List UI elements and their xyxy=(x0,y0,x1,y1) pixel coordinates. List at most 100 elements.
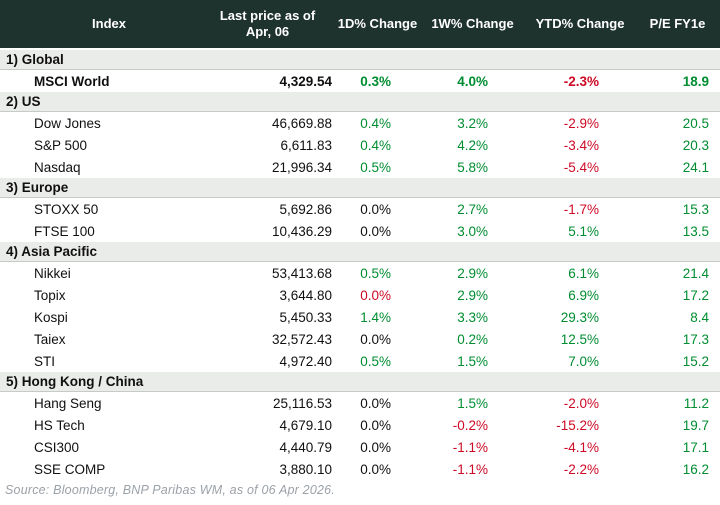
index-name-cell: FTSE 100 xyxy=(34,223,95,239)
table-row: FTSE 100 10,436.29 0.0% 3.0% 5.1% 13.5 xyxy=(0,220,720,242)
1d-change-cell: 0.4% xyxy=(360,115,391,131)
1w-change-cell: 4.0% xyxy=(457,73,488,89)
1d-change-cell: 0.0% xyxy=(360,287,391,303)
section-row: 2) US xyxy=(0,92,720,112)
col-header-pe-fy1e: P/E FY1e xyxy=(649,16,706,32)
index-name-cell: Nasdaq xyxy=(34,159,81,175)
index-name-cell: MSCI World xyxy=(34,73,110,89)
pe-fy1e-cell: 15.2 xyxy=(682,353,709,369)
col-header-1d-change: 1D% Change xyxy=(337,16,418,32)
1w-change-cell: -0.2% xyxy=(452,417,488,433)
ytd-change-cell: -4.1% xyxy=(563,439,599,455)
1w-change-cell: 3.2% xyxy=(457,115,488,131)
index-name-cell: Dow Jones xyxy=(34,115,101,131)
last-price-cell: 10,436.29 xyxy=(271,223,332,239)
1w-change-cell: 3.0% xyxy=(457,223,488,239)
table-row: STI 4,972.40 0.5% 1.5% 7.0% 15.2 xyxy=(0,350,720,372)
table-row: CSI300 4,440.79 0.0% -1.1% -4.1% 17.1 xyxy=(0,436,720,458)
pe-fy1e-cell: 17.3 xyxy=(682,331,709,347)
ytd-change-cell: -1.7% xyxy=(563,201,599,217)
ytd-change-cell: 29.3% xyxy=(560,309,599,325)
last-price-cell: 46,669.88 xyxy=(271,115,332,131)
index-name-cell: Nikkei xyxy=(34,265,71,281)
table-row: Nikkei 53,413.68 0.5% 2.9% 6.1% 21.4 xyxy=(0,262,720,284)
1w-change-cell: 0.2% xyxy=(457,331,488,347)
last-price-cell: 25,116.53 xyxy=(272,395,332,411)
pe-fy1e-cell: 11.2 xyxy=(683,395,709,411)
index-name-cell: STI xyxy=(34,353,56,369)
last-price-cell: 3,644.80 xyxy=(279,287,332,303)
1w-change-cell: 2.7% xyxy=(457,201,488,217)
pe-fy1e-cell: 21.4 xyxy=(682,265,709,281)
index-name-cell: Hang Seng xyxy=(34,395,102,411)
header-divider xyxy=(0,48,720,50)
source-note: Source: Bloomberg, BNP Paribas WM, as of… xyxy=(5,483,335,497)
pe-fy1e-cell: 15.3 xyxy=(682,201,709,217)
section-row: 4) Asia Pacific xyxy=(0,242,720,262)
table-row: STOXX 50 5,692.86 0.0% 2.7% -1.7% 15.3 xyxy=(0,198,720,220)
table-row: Taiex 32,572.43 0.0% 0.2% 12.5% 17.3 xyxy=(0,328,720,350)
last-price-cell: 4,679.10 xyxy=(279,417,332,433)
table-row: Topix 3,644.80 0.0% 2.9% 6.9% 17.2 xyxy=(0,284,720,306)
section-row: 3) Europe xyxy=(0,178,720,198)
1w-change-cell: 5.8% xyxy=(457,159,488,175)
1d-change-cell: 0.0% xyxy=(360,331,391,347)
table-row: HS Tech 4,679.10 0.0% -0.2% -15.2% 19.7 xyxy=(0,414,720,436)
1w-change-cell: 1.5% xyxy=(457,395,488,411)
pe-fy1e-cell: 13.5 xyxy=(682,223,709,239)
1d-change-cell: 0.5% xyxy=(360,353,391,369)
ytd-change-cell: 7.0% xyxy=(568,353,599,369)
col-header-index: Index xyxy=(92,16,126,32)
ytd-change-cell: 6.9% xyxy=(568,287,599,303)
last-price-cell: 21,996.34 xyxy=(271,159,332,175)
table-row: Hang Seng 25,116.53 0.0% 1.5% -2.0% 11.2 xyxy=(0,392,720,414)
ytd-change-cell: -2.0% xyxy=(563,395,599,411)
last-price-cell: 4,329.54 xyxy=(279,73,332,89)
1w-change-cell: 2.9% xyxy=(457,287,488,303)
table-row: Kospi 5,450.33 1.4% 3.3% 29.3% 8.4 xyxy=(0,306,720,328)
ytd-change-cell: 5.1% xyxy=(568,223,599,239)
pe-fy1e-cell: 18.9 xyxy=(682,73,709,89)
1w-change-cell: -1.1% xyxy=(452,439,488,455)
pe-fy1e-cell: 19.7 xyxy=(682,417,709,433)
table-header-row: Index Last price as of Apr, 06 1D% Chang… xyxy=(0,0,720,48)
section-row: 1) Global xyxy=(0,50,720,70)
1d-change-cell: 0.5% xyxy=(360,265,391,281)
section-label: 2) US xyxy=(6,94,41,109)
ytd-change-cell: -5.4% xyxy=(563,159,599,175)
table-row: Dow Jones 46,669.88 0.4% 3.2% -2.9% 20.5 xyxy=(0,112,720,134)
1d-change-cell: 0.0% xyxy=(360,439,391,455)
index-name-cell: HS Tech xyxy=(34,417,85,433)
1d-change-cell: 0.5% xyxy=(360,159,391,175)
index-name-cell: CSI300 xyxy=(34,439,80,455)
pe-fy1e-cell: 17.1 xyxy=(682,439,709,455)
table-body: 1) Global MSCI World 4,329.54 0.3% 4.0% -2.3%… xyxy=(0,50,720,480)
1d-change-cell: 0.3% xyxy=(360,73,391,89)
pe-fy1e-cell: 17.2 xyxy=(682,287,709,303)
1d-change-cell: 0.0% xyxy=(360,395,391,411)
section-label: 1) Global xyxy=(6,52,64,67)
last-price-cell: 53,413.68 xyxy=(271,265,332,281)
ytd-change-cell: -2.3% xyxy=(563,73,599,89)
index-name-cell: Topix xyxy=(34,287,66,303)
index-name-cell: SSE COMP xyxy=(34,461,106,477)
pe-fy1e-cell: 20.5 xyxy=(682,115,709,131)
section-label: 4) Asia Pacific xyxy=(6,244,98,259)
col-header-1w-change: 1W% Change xyxy=(431,16,514,32)
last-price-cell: 32,572.43 xyxy=(271,331,332,347)
1d-change-cell: 0.0% xyxy=(360,461,391,477)
pe-fy1e-cell: 8.4 xyxy=(690,309,709,325)
pe-fy1e-cell: 20.3 xyxy=(682,137,709,153)
table-row: SSE COMP 3,880.10 0.0% -1.1% -2.2% 16.2 xyxy=(0,458,720,480)
index-name-cell: Kospi xyxy=(34,309,68,325)
section-label: 3) Europe xyxy=(6,180,69,195)
table-row: S&P 500 6,611.83 0.4% 4.2% -3.4% 20.3 xyxy=(0,134,720,156)
col-header-last-price-line2: Apr, 06 xyxy=(245,24,290,39)
col-header-last-price: Last price as of Apr, 06 xyxy=(200,8,335,39)
1w-change-cell: 2.9% xyxy=(457,265,488,281)
table-row: Nasdaq 21,996.34 0.5% 5.8% -5.4% 24.1 xyxy=(0,156,720,178)
pe-fy1e-cell: 16.2 xyxy=(682,461,709,477)
1d-change-cell: 0.0% xyxy=(360,223,391,239)
1w-change-cell: 3.3% xyxy=(457,309,488,325)
